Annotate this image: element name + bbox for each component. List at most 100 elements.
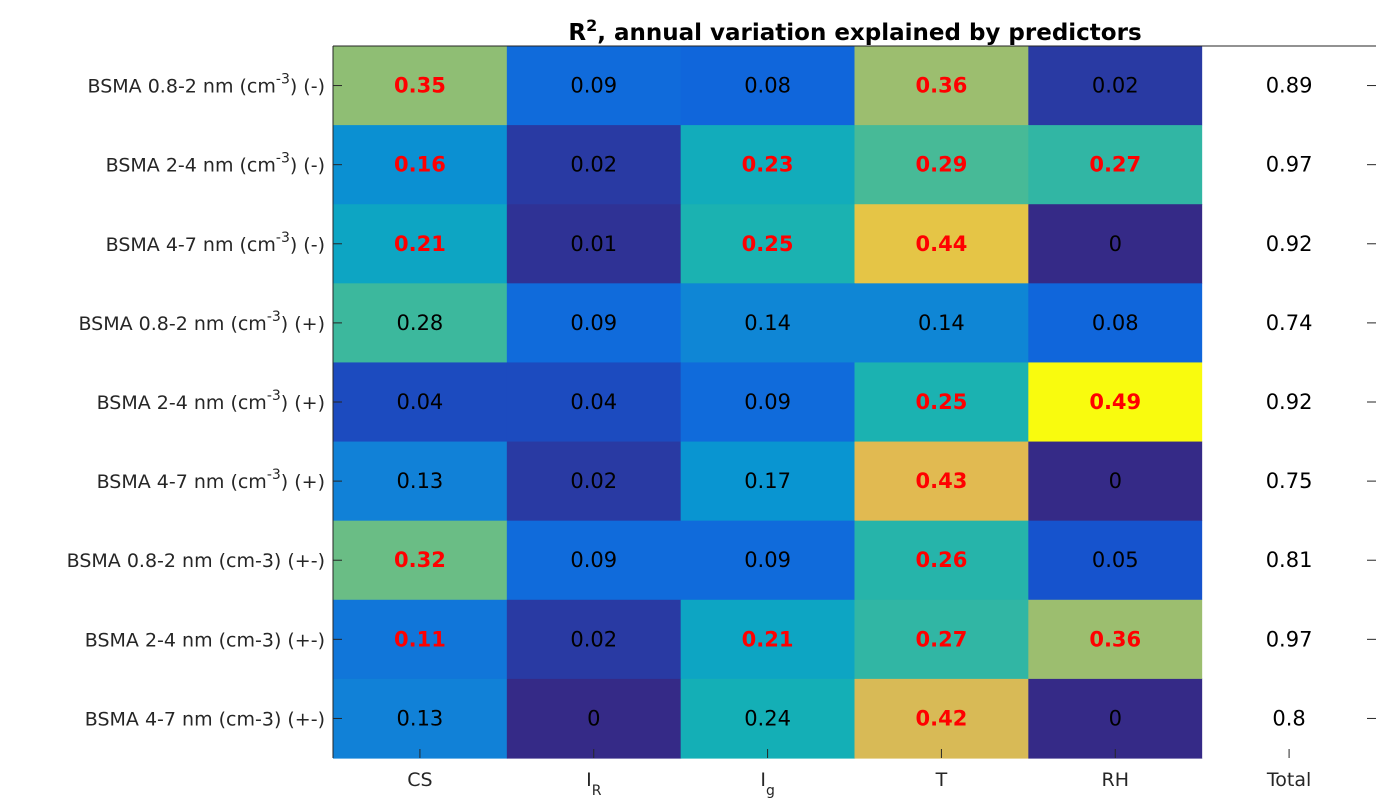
cell-value-label: 0.25 (742, 232, 794, 256)
row-label: BSMA 0.8-2 nm (cm-3) (-) (88, 72, 325, 98)
row-label: BSMA 4-7 nm (cm-3) (+) (97, 467, 325, 493)
heatmap-cell (680, 441, 856, 522)
cell-value-label: 0.26 (916, 548, 968, 572)
heatmap-cell (680, 46, 856, 126)
cell-value-label: 0.13 (397, 469, 444, 493)
heatmap-cell (506, 441, 682, 522)
cell-value-label: 0.13 (397, 706, 444, 730)
cell-value-label: 0.11 (394, 627, 446, 651)
heatmap-cell (854, 441, 1029, 522)
cell-value-label: 0.35 (394, 74, 446, 98)
heatmap-cell (506, 125, 682, 205)
cell-value-label: 0.89 (1266, 74, 1313, 98)
cell-value-label: 0.25 (916, 390, 968, 414)
row-labels: BSMA 0.8-2 nm (cm-3) (-) BSMA 2-4 nm (cm-… (67, 72, 325, 731)
heatmap-cell (333, 283, 508, 364)
axes (332, 45, 1376, 758)
cell-value-label: 0.49 (1089, 390, 1141, 414)
row-label: BSMA 2-4 nm (cm-3) (+) (97, 388, 325, 414)
heatmap-cell (333, 678, 508, 759)
heatmap-cell (854, 520, 1029, 601)
cell-value-label: 0.8 (1272, 706, 1305, 730)
cell-value-label: 0.14 (918, 311, 965, 335)
cell-value-label: 0.32 (394, 548, 446, 572)
cell-value-label: 0.75 (1266, 469, 1313, 493)
cell-value-label: 0.27 (916, 627, 968, 651)
heatmap-cell (1028, 125, 1203, 205)
heatmap-cell (680, 362, 856, 443)
heatmap-cell (1202, 441, 1376, 522)
heatmap-cell (506, 599, 682, 680)
cell-value-label: 0.97 (1266, 153, 1313, 177)
heatmap-cell (680, 125, 856, 205)
cell-value-label: 0.01 (570, 232, 617, 256)
heatmap-cell (680, 520, 856, 601)
cell-value-label: 0.04 (570, 390, 617, 414)
cell-value-label: 0.09 (744, 390, 791, 414)
cell-value-label: 0.92 (1266, 232, 1313, 256)
heatmap-cells: 0.35 0.09 0.08 0.36 0.02 0.89 0.16 0.02 0.23 0.29… (333, 46, 1376, 759)
row-label: BSMA 4-7 nm (cm-3) (+-) (85, 708, 325, 730)
cell-value-label: 0.36 (1089, 627, 1141, 651)
cell-value-label: 0.36 (916, 74, 968, 98)
cell-value-label: 0.09 (570, 548, 617, 572)
column-label: RH (1102, 769, 1130, 791)
cell-value-label: 0.74 (1266, 311, 1313, 335)
heatmap-cell (1202, 46, 1376, 126)
heatmap-cell (1028, 46, 1203, 126)
cell-value-label: 0.08 (1092, 311, 1139, 335)
heatmap-cell (1028, 599, 1203, 680)
heatmap-cell (506, 283, 682, 364)
cell-value-label: 0.21 (394, 232, 446, 256)
chart-title: R2, annual variation explained by predic… (568, 16, 1141, 46)
heatmap-cell (333, 362, 508, 443)
heatmap-cell (680, 204, 856, 284)
cell-value-label: 0.09 (570, 74, 617, 98)
cell-value-label: 0 (1109, 469, 1122, 493)
row-label: BSMA 2-4 nm (cm-3) (-) (106, 151, 325, 177)
cell-value-label: 0.23 (742, 153, 794, 177)
cell-value-label: 0.09 (744, 548, 791, 572)
cell-value-label: 0.42 (916, 706, 968, 730)
heatmap-cell (333, 125, 508, 205)
heatmap-cell (506, 678, 682, 759)
row-label: BSMA 0.8-2 nm (cm-3) (+-) (67, 550, 325, 572)
heatmap-cell (333, 46, 508, 126)
heatmap-cell (1202, 283, 1376, 364)
cell-value-label: 0 (1109, 706, 1122, 730)
heatmap-cell (1202, 678, 1376, 759)
heatmap-cell (333, 441, 508, 522)
cell-value-label: 0.14 (744, 311, 791, 335)
heatmap-cell (854, 599, 1029, 680)
heatmap-cell (854, 283, 1029, 364)
heatmap-cell (333, 599, 508, 680)
row-label: BSMA 2-4 nm (cm-3) (+-) (85, 629, 325, 651)
cell-value-label: 0.09 (570, 311, 617, 335)
heatmap-cell (1028, 678, 1203, 759)
cell-value-label: 0 (1109, 232, 1122, 256)
heatmap-cell (1202, 599, 1376, 680)
cell-value-label: 0.43 (916, 469, 968, 493)
heatmap-cell (854, 125, 1029, 205)
heatmap-cell (680, 599, 856, 680)
heatmap-cell (506, 362, 682, 443)
heatmap-cell (1028, 283, 1203, 364)
cell-value-label: 0.28 (397, 311, 444, 335)
heatmap-cell (1028, 441, 1203, 522)
heatmap-cell (333, 204, 508, 284)
heatmap-cell (506, 46, 682, 126)
cell-value-label: 0.21 (742, 627, 794, 651)
cell-value-label: 0.02 (570, 627, 617, 651)
cell-value-label: 0.24 (744, 706, 791, 730)
column-label: Total (1266, 769, 1311, 791)
cell-value-label: 0.08 (744, 74, 791, 98)
heatmap-cell (854, 362, 1029, 443)
cell-value-label: 0.81 (1266, 548, 1313, 572)
heatmap-cell (333, 520, 508, 601)
heatmap-cell (1202, 204, 1376, 284)
column-label: Ig (760, 769, 775, 799)
row-label: BSMA 4-7 nm (cm-3) (-) (106, 230, 325, 256)
heatmap-cell (1028, 520, 1203, 601)
cell-value-label: 0.44 (916, 232, 968, 256)
